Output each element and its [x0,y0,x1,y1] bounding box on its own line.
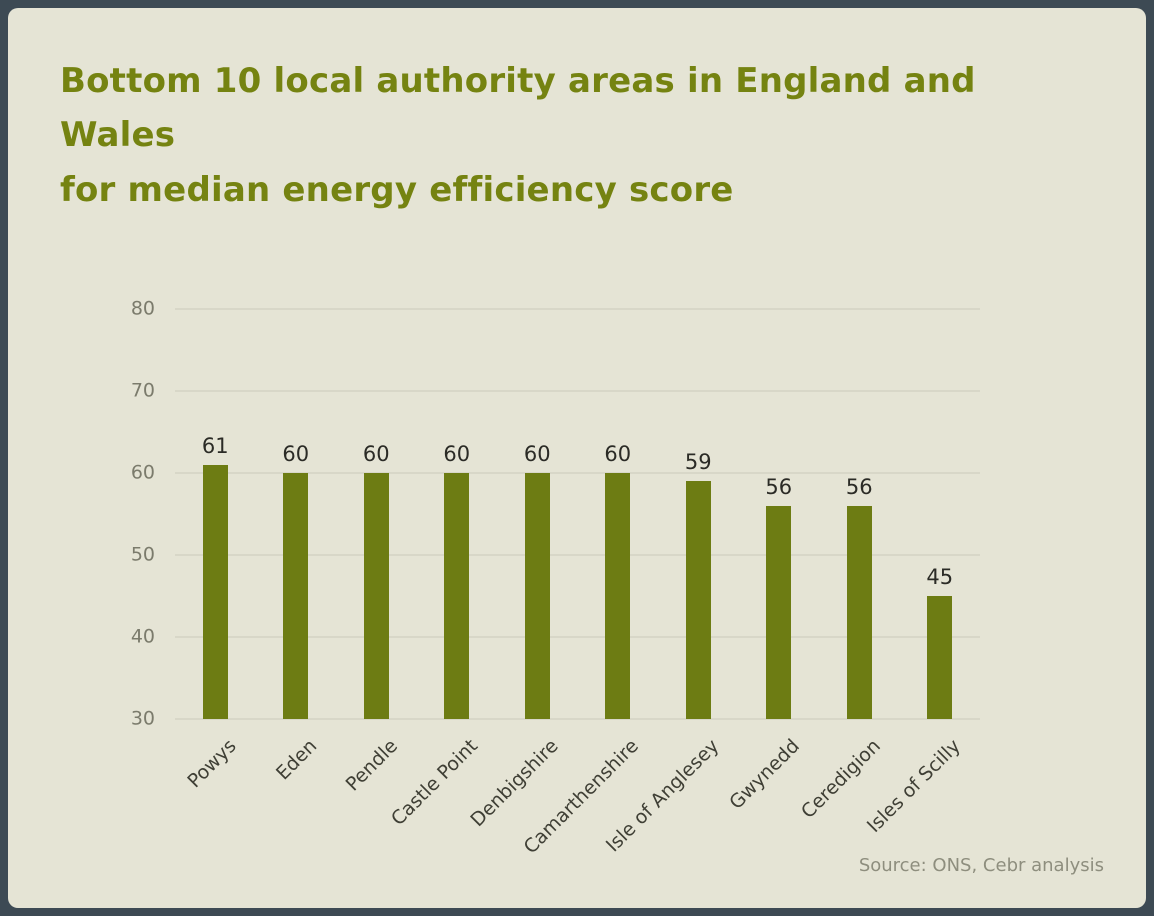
bar-slot: 45 [900,309,981,720]
bar [202,464,228,720]
bar-value-label: 60 [443,442,471,467]
y-tick-label: 70 [130,379,155,402]
bar-slot: 56 [739,309,820,720]
bar-value-label: 60 [604,442,632,467]
gridline [175,390,980,392]
bar-value-label: 61 [201,433,229,458]
bar-value-label: 56 [845,474,873,499]
bar-value-label: 60 [362,442,390,467]
gridline [175,554,980,556]
gridline [175,472,980,474]
gridline [175,308,980,310]
bar [283,473,309,720]
chart-title: Bottom 10 local authority areas in Engla… [60,54,1102,217]
chart-title-line-2: for median energy efficiency score [60,169,734,210]
bar [846,505,872,720]
x-tick-label-text: Gwynedd [725,735,805,814]
bar-value-label: 45 [926,565,954,590]
x-tick-label-text: Pendle [341,735,402,796]
bar-slot: 61 [175,309,256,720]
chart-title-line-1: Bottom 10 local authority areas in Engla… [60,61,976,156]
bar [766,505,792,720]
bar-slot: 60 [256,309,337,720]
bar-value-label: 60 [282,442,310,467]
bar-value-label: 56 [765,474,793,499]
source-note: Source: ONS, Cebr analysis [858,855,1104,876]
bar [605,473,631,720]
y-tick-label: 60 [130,461,155,484]
x-tick-label-text: Ceredigion [796,735,885,824]
bar-slot: 60 [336,309,417,720]
x-tick-label-text: Eden [271,735,322,785]
bar [685,481,711,720]
x-tick-label-text: Powys [183,735,241,793]
gridline [175,636,980,638]
plot-area: 30 40 50 60 70 80 61 60 60 60 60 60 59 56 56 45 [131,299,981,728]
bar-value-label: 60 [523,442,551,467]
y-tick-label: 50 [130,543,155,566]
bar [524,473,550,720]
y-tick-label: 30 [130,707,155,730]
chart-card: Bottom 10 local authority areas in Engla… [8,8,1146,908]
bar-slot: 60 [578,309,659,720]
bar-chart: 30 40 50 60 70 80 61 60 60 60 60 60 59 56 56 45 Powys Ed… [60,299,1102,894]
gridline [175,718,980,720]
bar-value-label: 59 [684,450,712,475]
bar [927,596,953,720]
y-tick-label: 40 [130,625,155,648]
bar-slot: 59 [658,309,739,720]
bar [363,473,389,720]
bars-row: 61 60 60 60 60 60 59 56 56 45 [175,309,981,720]
bar [444,473,470,720]
bar-slot: 60 [417,309,498,720]
y-tick-label: 80 [130,297,155,320]
bar-slot: 56 [819,309,900,720]
bar-slot: 60 [497,309,578,720]
